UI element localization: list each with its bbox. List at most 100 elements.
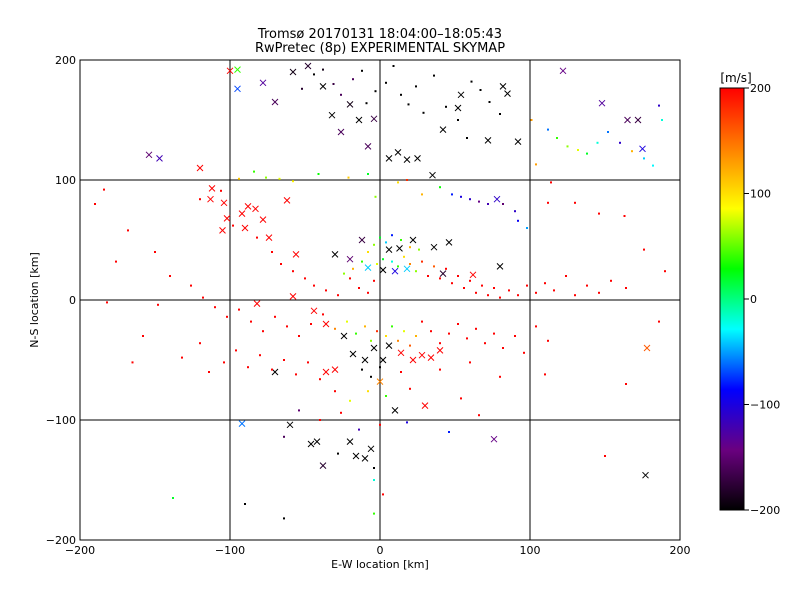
chart-subtitle: RwPretec (8p) EXPERIMENTAL SKYMAP [255,41,505,56]
dot-marker-point [361,69,363,72]
dot-marker-point [283,517,285,520]
dot-marker-point [598,291,600,294]
dot-marker-point [439,342,441,345]
dot-marker-point [103,188,105,191]
dot-marker-point [623,215,626,217]
x-marker-point [289,68,297,76]
x-marker-point [319,83,327,90]
dot-marker-point [347,176,350,179]
x-marker-point [322,368,330,376]
dot-marker-point [317,173,320,175]
dot-marker-point [475,327,477,330]
x-marker-point [643,344,651,352]
dot-marker-point [169,275,171,277]
x-tick-label: 200 [670,544,691,557]
x-marker-point [310,307,318,315]
colorbar-tick-label: −100 [750,399,780,412]
dot-marker-point [385,241,387,244]
dot-marker-point [385,335,387,337]
dot-marker-point [478,200,480,203]
x-marker-point [361,455,369,462]
x-marker-point [639,145,646,153]
dot-marker-point [502,347,504,349]
x-marker-point [409,236,417,244]
dot-marker-point [487,203,489,205]
x-marker-point [196,164,204,172]
dot-marker-point [586,284,588,287]
y-tick-label: −100 [46,414,76,427]
x-marker-point [514,138,522,145]
dot-marker-point [566,145,569,148]
dot-marker-point [232,224,234,227]
y-tick-label: 200 [55,54,76,67]
dot-marker-point [322,313,324,316]
x-marker-point [289,293,297,300]
x-marker-point [385,155,393,162]
x-axis-label: E-W location [km] [331,558,429,571]
x-marker-point [259,216,267,223]
dot-marker-point [400,239,402,241]
dot-marker-point [373,279,375,282]
dot-marker-point [658,104,660,107]
dot-marker-point [358,428,360,431]
dot-marker-point [199,198,201,201]
x-marker-point [208,185,216,192]
dot-marker-point [334,327,336,330]
x-marker-point [313,438,321,445]
x-marker-point [307,440,315,448]
dot-marker-point [406,421,408,424]
dot-marker-point [445,105,447,108]
dot-marker-point [343,272,345,275]
x-tick-label: 100 [520,544,541,557]
x-axis-ticks: −200 −100 0 100 200 [65,60,691,557]
x-marker-point [376,378,384,385]
dot-marker-point [247,366,249,369]
dot-marker-point [445,267,447,270]
x-marker-point [385,246,393,253]
dot-marker-point [619,141,621,144]
x-marker-point [220,199,228,207]
dot-marker-point [409,344,411,347]
dot-marker-point [358,287,360,289]
dot-marker-point [547,339,549,342]
dot-marker-point [406,179,408,181]
dot-marker-point [422,111,425,114]
dot-marker-point [407,103,410,106]
dot-marker-point [415,335,417,337]
dot-marker-point [271,368,273,371]
dot-marker-point [409,263,411,265]
dot-marker-point [365,102,368,105]
dot-marker-point [214,306,216,309]
dot-marker-point [385,81,387,84]
x-marker-point [234,85,241,93]
x-marker-point [346,255,354,263]
x-marker-point [337,128,345,136]
x-marker-point [265,234,273,241]
dot-marker-point [421,260,423,263]
x-marker-point [457,91,465,99]
y-tick-label: 0 [69,294,76,307]
dot-marker-point [374,195,377,198]
dot-marker-point [469,361,471,364]
x-marker-point [385,342,393,349]
dot-marker-point [421,193,423,196]
x-tick-label: −200 [65,544,95,557]
dot-marker-point [286,325,288,328]
x-marker-point [598,99,606,107]
x-marker-point [358,236,366,244]
dot-marker-point [574,201,576,204]
dot-marker-point [202,296,204,299]
dot-marker-point [460,195,462,198]
dot-marker-point [199,342,201,345]
dot-marker-point [391,325,393,328]
dot-marker-point [367,291,369,294]
dot-marker-point [283,359,285,361]
dot-marker-point [574,294,576,297]
dot-marker-point [322,68,324,71]
dot-marker-point [643,157,645,160]
dot-marker-point [517,219,519,222]
x-marker-point [484,137,492,144]
x-tick-label: −100 [215,544,245,557]
x-marker-point [370,115,378,123]
